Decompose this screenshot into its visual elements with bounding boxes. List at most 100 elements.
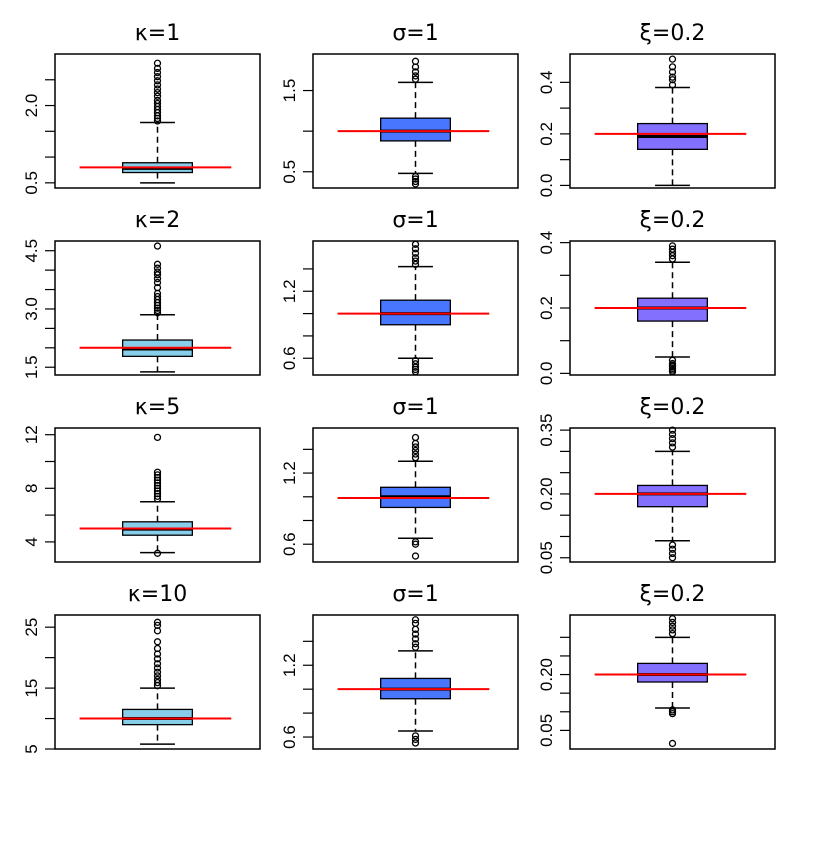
- outlier-point: [668, 55, 677, 63]
- outlier-point: [668, 430, 677, 439]
- outlier-point: [153, 664, 162, 672]
- outlier-point: [411, 630, 420, 638]
- outlier-point: [668, 73, 677, 81]
- outlier-point: [411, 446, 420, 455]
- outlier-point: [153, 73, 162, 81]
- outlier-point: [411, 619, 420, 628]
- outlier-point: [668, 63, 677, 71]
- outlier-point: [411, 453, 420, 462]
- outlier-point: [153, 471, 162, 479]
- outlier-point: [153, 89, 162, 97]
- y-tick-label: 0.4: [537, 71, 556, 95]
- y-tick-label: 4.5: [22, 239, 41, 263]
- outlier-point: [668, 545, 677, 553]
- y-tick-label: 1.2: [280, 461, 299, 485]
- outlier-point: [668, 242, 677, 250]
- outlier-point: [411, 552, 420, 560]
- outlier-point: [153, 549, 162, 557]
- outlier-point: [153, 81, 162, 89]
- y-tick-label: 0.20: [537, 477, 556, 510]
- panel-title: σ=1: [392, 395, 438, 420]
- outlier-point: [153, 264, 162, 272]
- y-tick-label: 1.5: [280, 79, 299, 103]
- outlier-point: [411, 732, 420, 740]
- outlier-point: [668, 426, 677, 434]
- y-tick-label: 0.6: [280, 532, 299, 556]
- panel-title: κ=1: [135, 21, 180, 46]
- outlier-point: [668, 618, 677, 627]
- outlier-point: [411, 72, 420, 80]
- outlier-point: [668, 541, 677, 549]
- outlier-point: [411, 538, 420, 546]
- outlier-point: [411, 249, 420, 257]
- panel-7: κ=5 4 8 12: [22, 395, 261, 563]
- panel-8: σ=1 0.6 1.2: [280, 395, 519, 563]
- y-tick-label: 0.35: [537, 414, 556, 447]
- outlier-point: [153, 64, 162, 73]
- outlier-point: [153, 638, 162, 646]
- outlier-point: [411, 616, 420, 624]
- panel-title: ξ=0.2: [640, 208, 706, 233]
- plot-frame: [54, 427, 261, 563]
- y-tick-label: 15: [22, 679, 41, 698]
- outlier-point: [411, 643, 420, 651]
- plot-frame: [569, 240, 776, 376]
- outlier-point: [153, 306, 162, 315]
- plot-frame: [569, 427, 776, 563]
- panel-title: κ=10: [128, 582, 187, 607]
- outlier-point: [668, 356, 677, 364]
- outlier-point: [153, 260, 162, 268]
- outlier-point: [668, 76, 677, 84]
- outlier-point: [153, 675, 162, 684]
- outlier-point: [153, 655, 162, 663]
- panel-title: σ=1: [392, 21, 438, 46]
- panel-9: ξ=0.2 0.05 0.20 0.35: [537, 395, 776, 574]
- panel-2: σ=1 0.5 1.5: [280, 21, 519, 189]
- outlier-point: [411, 735, 420, 744]
- outlier-point: [668, 439, 677, 447]
- outlier-point: [411, 640, 420, 648]
- outlier-point: [668, 615, 677, 623]
- y-tick-label: 8: [22, 484, 41, 493]
- panel-4: κ=2 1.5 3.0 4.5: [22, 208, 261, 379]
- outlier-point: [411, 68, 420, 76]
- y-tick-label: 0.6: [280, 725, 299, 749]
- y-tick-label: 25: [22, 618, 41, 637]
- outlier-point: [668, 549, 677, 558]
- outlier-point: [153, 433, 162, 442]
- outlier-point: [153, 68, 162, 77]
- outlier-point: [411, 75, 420, 83]
- outlier-point: [411, 175, 420, 183]
- outlier-point: [153, 283, 162, 292]
- plot-frame: [312, 53, 519, 189]
- plot-frame: [54, 240, 261, 376]
- y-tick-label: 1.2: [280, 653, 299, 677]
- outlier-point: [153, 77, 162, 85]
- outlier-point: [411, 172, 420, 181]
- outlier-point: [411, 360, 420, 368]
- panel-title: σ=1: [392, 582, 438, 607]
- outlier-point: [668, 443, 677, 451]
- outlier-point: [153, 309, 162, 317]
- plot-frame: [569, 614, 776, 750]
- y-tick-label: 4: [22, 537, 41, 546]
- outlier-point: [668, 629, 677, 638]
- outlier-point: [153, 278, 162, 287]
- outlier-point: [153, 268, 162, 276]
- y-tick-label: 0.05: [537, 714, 556, 747]
- y-tick-label: 0.5: [22, 171, 41, 195]
- outlier-point: [153, 242, 162, 250]
- outlier-point: [411, 180, 420, 188]
- outlier-point: [153, 672, 162, 680]
- y-tick-label: 0.2: [537, 296, 556, 320]
- panel-1: κ=1 0.5 2.0: [22, 21, 261, 195]
- outlier-point: [411, 450, 420, 458]
- y-tick-label: 0.0: [537, 362, 556, 386]
- y-tick-label: 2.0: [22, 94, 41, 118]
- plot-frame: [54, 614, 261, 750]
- panel-3: ξ=0.2 0.0 0.2 0.4: [537, 21, 776, 197]
- panel-title: ξ=0.2: [640, 21, 706, 46]
- outlier-point: [668, 554, 677, 562]
- iqr-box: [637, 662, 709, 683]
- outlier-point: [153, 678, 162, 687]
